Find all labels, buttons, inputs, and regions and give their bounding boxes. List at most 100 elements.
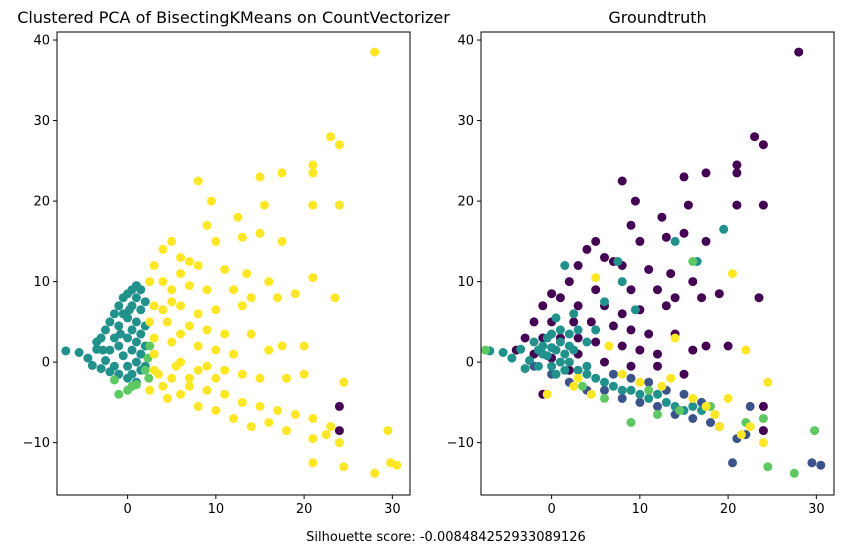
scatter-point [370, 468, 380, 478]
scatter-point [626, 220, 636, 230]
scatter-point [758, 140, 768, 150]
scatter-point [745, 401, 755, 411]
scatter-point [626, 361, 636, 371]
scatter-point [661, 232, 671, 242]
scatter-point [529, 337, 539, 347]
scatter-point [118, 351, 128, 361]
scatter-point [644, 393, 654, 403]
scatter-point [617, 309, 627, 319]
scatter-point [264, 277, 274, 287]
scatter-point [282, 426, 291, 436]
scatter-point [763, 377, 773, 387]
y-tick-label: 20 [33, 195, 50, 210]
scatter-point [600, 253, 609, 262]
scatter-point [661, 301, 671, 311]
scatter-point [149, 333, 159, 343]
scatter-point [670, 333, 680, 343]
scatter-point [555, 357, 565, 367]
scatter-point [131, 317, 141, 327]
scatter-point [105, 317, 115, 327]
scatter-point [573, 301, 583, 311]
scatter-point [246, 293, 256, 303]
scatter-point [564, 277, 574, 287]
scatter-point [211, 406, 221, 415]
scatter-point [794, 47, 804, 57]
scatter-point [586, 317, 596, 327]
scatter-point [551, 313, 561, 323]
scatter-point [167, 373, 177, 383]
scatter-point [520, 364, 530, 374]
scatter-point [600, 357, 609, 367]
scatter-point [308, 414, 318, 423]
y-tick-label: 0 [466, 356, 474, 371]
scatter-point [591, 325, 601, 335]
scatter-point [158, 244, 168, 254]
scatter-point [246, 422, 256, 432]
scatter-point [630, 305, 640, 315]
scatter-point [83, 353, 93, 363]
scatter-point [96, 364, 106, 374]
scatter-point [229, 285, 238, 295]
scatter-point [149, 349, 159, 359]
scatter-point [591, 373, 601, 383]
scatter-point [193, 365, 203, 375]
scatter-point [123, 333, 133, 343]
scatter-point [176, 301, 186, 311]
left-scatter-marks [61, 47, 402, 478]
scatter-point [127, 369, 137, 379]
scatter-point [145, 277, 155, 287]
scatter-point [617, 176, 627, 186]
scatter-point [591, 285, 601, 295]
scatter-point [277, 341, 287, 351]
scatter-point [630, 196, 640, 206]
scatter-point [145, 341, 155, 351]
scatter-point [176, 389, 186, 399]
scatter-point [299, 341, 309, 351]
scatter-point [308, 458, 318, 468]
scatter-point [560, 261, 570, 270]
scatter-point [237, 369, 247, 379]
scatter-point [211, 345, 221, 355]
left-axes-frame [56, 31, 411, 496]
scatter-point [555, 325, 565, 335]
scatter-point [193, 309, 203, 319]
scatter-point [61, 346, 71, 356]
y-tick-label: −10 [23, 436, 50, 451]
scatter-point [144, 373, 154, 383]
scatter-point [109, 309, 119, 319]
scatter-point [176, 329, 186, 339]
scatter-point [728, 269, 737, 279]
scatter-point [383, 426, 393, 436]
scatter-point [277, 236, 287, 246]
scatter-point [507, 353, 517, 363]
x-tick-label: 0 [123, 502, 131, 517]
scatter-point [688, 257, 698, 266]
scatter-point [675, 406, 685, 415]
scatter-point [202, 385, 212, 395]
scatter-point [140, 365, 150, 375]
scatter-point [202, 220, 212, 230]
scatter-point [600, 393, 609, 403]
scatter-point [264, 418, 274, 427]
scatter-point [282, 373, 291, 383]
scatter-point [745, 422, 755, 432]
scatter-point [569, 381, 579, 391]
left-axis-ticks: 0 10 20 30 −10 0 10 20 30 40 [23, 34, 401, 517]
scatter-point [644, 385, 654, 395]
scatter-point [653, 389, 662, 399]
scatter-point [617, 393, 627, 403]
scatter-point [683, 200, 693, 210]
scatter-point [732, 168, 742, 178]
scatter-point [657, 381, 667, 391]
scatter-point [714, 289, 724, 299]
scatter-point [582, 361, 592, 371]
scatter-point [308, 273, 318, 283]
scatter-point [520, 333, 530, 343]
right-axes-frame [480, 31, 835, 496]
scatter-point [723, 341, 733, 351]
scatter-point [617, 385, 627, 395]
scatter-point [666, 269, 676, 279]
x-tick-label: 10 [208, 502, 225, 517]
scatter-point [116, 329, 125, 339]
scatter-point [516, 344, 526, 354]
